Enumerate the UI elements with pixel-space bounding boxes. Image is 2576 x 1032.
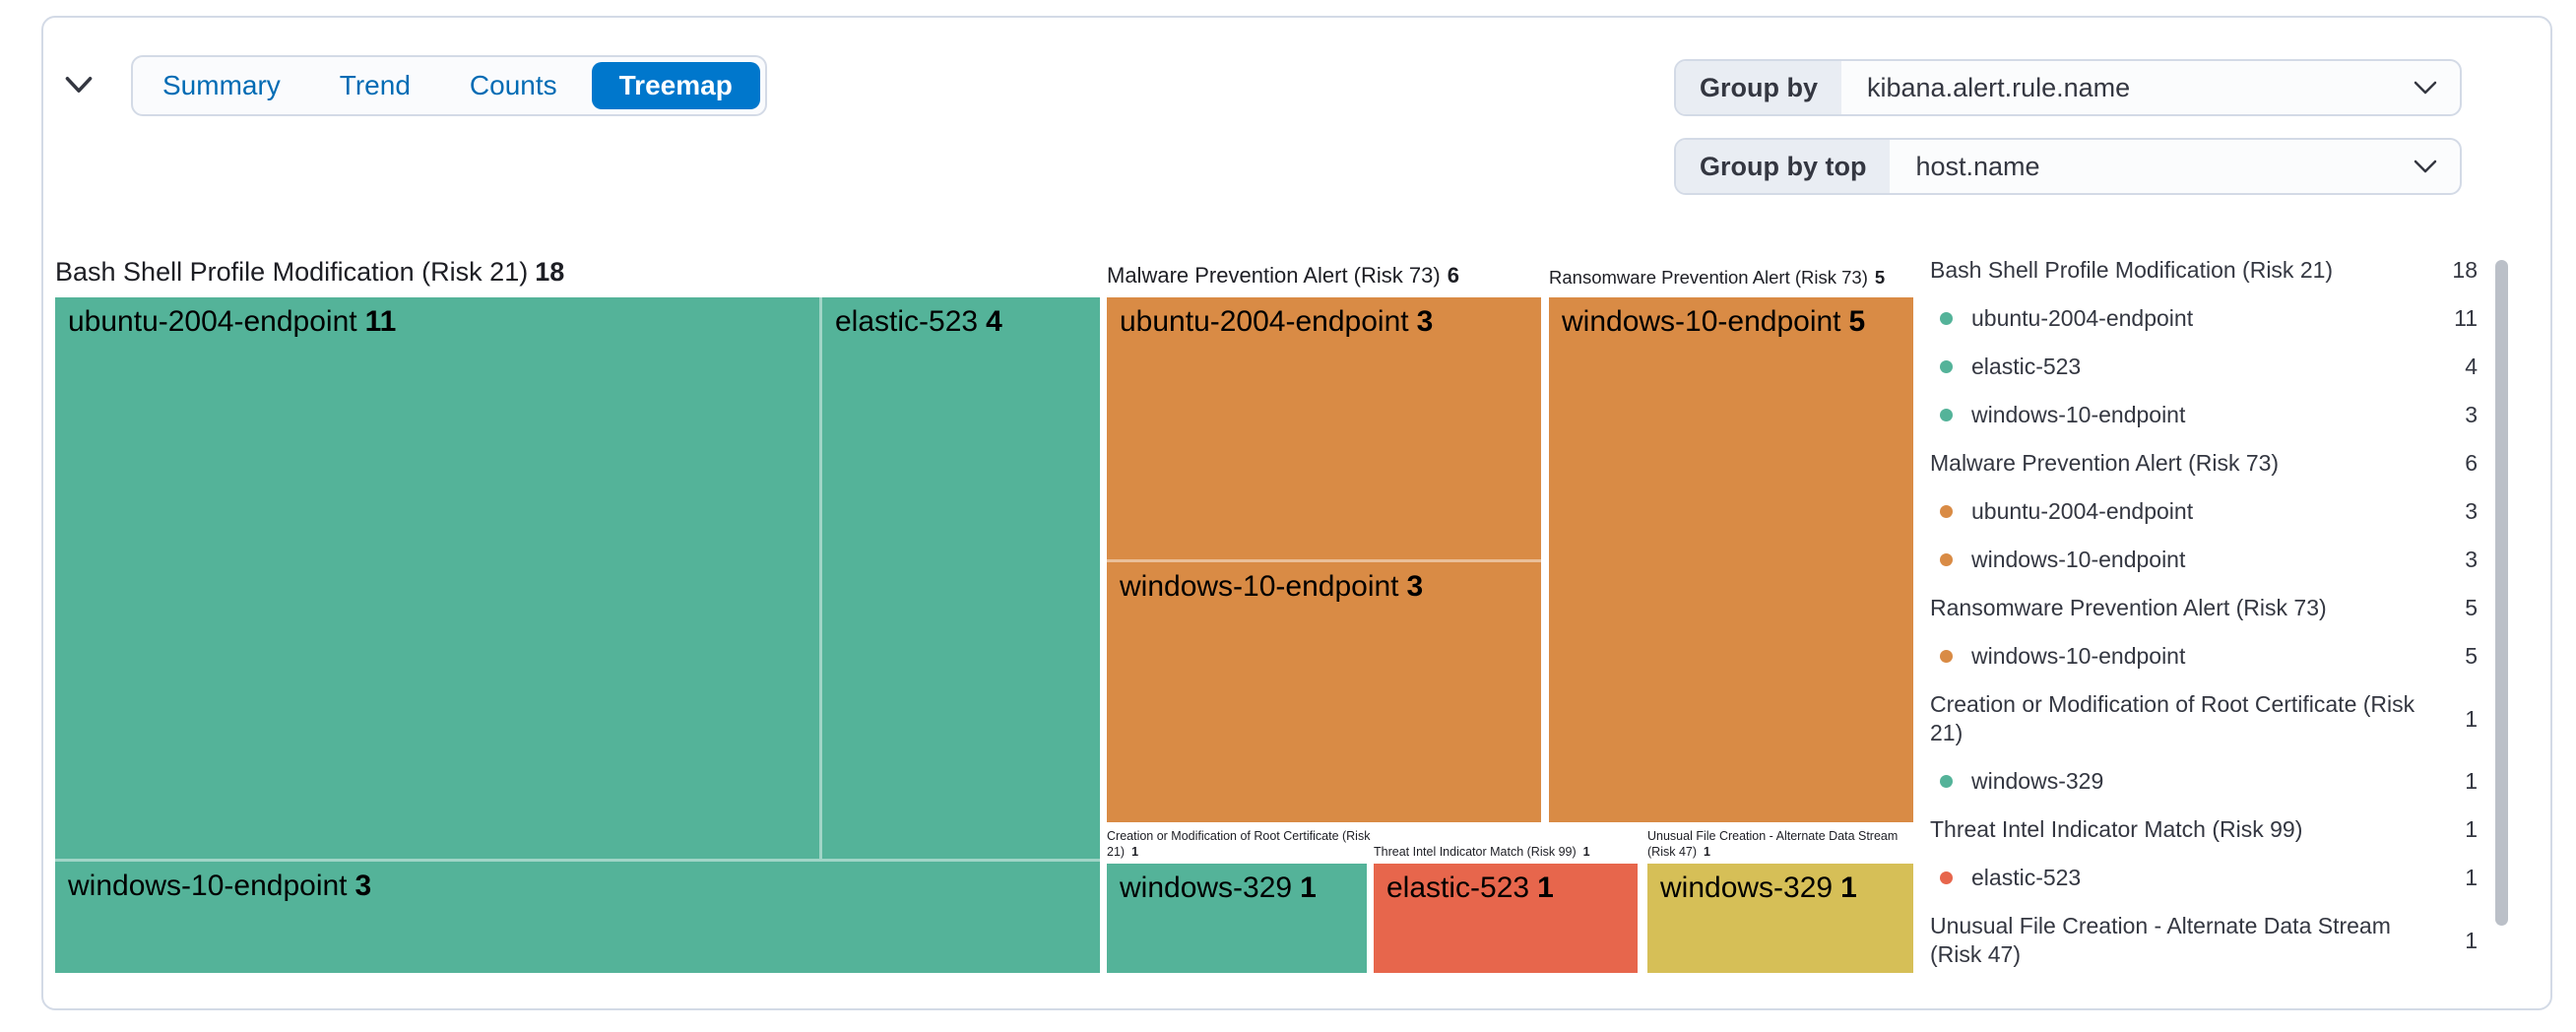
legend-count: 18 [2452,257,2478,283]
legend-host-row[interactable]: windows-10-endpoint 5 [1930,632,2483,680]
treemap-section-title: Threat Intel Indicator Match (Risk 99) 1 [1374,845,1590,859]
chevron-down-icon [65,77,93,93]
view-tab-group: Summary Trend Counts Treemap [131,55,767,116]
legend-rule-row[interactable]: Unusual File Creation - Alternate Data S… [1930,902,2483,979]
legend-color-dot [1940,775,1953,788]
legend-label: Threat Intel Indicator Match (Risk 99) [1930,816,2303,842]
legend-count: 5 [2465,643,2478,669]
legend-host-row[interactable]: windows-329 1 [1930,757,2483,806]
legend-color-dot [1940,650,1953,663]
legend-color-dot [1940,312,1953,325]
legend-label: Bash Shell Profile Modification (Risk 21… [1930,257,2334,283]
treemap-section: windows-329 1 [1647,864,1913,973]
treemap-block[interactable]: ubuntu-2004-endpoint 11 [55,297,819,859]
treemap-section-title: Ransomware Prevention Alert (Risk 73) 5 [1549,267,1886,288]
treemap-section-title: Malware Prevention Alert (Risk 73) 6 [1107,263,1459,288]
treemap-block[interactable]: windows-329 1 [1647,864,1913,973]
legend-color-dot [1940,553,1953,566]
tab-trend[interactable]: Trend [339,70,411,100]
tab-summary[interactable]: Summary [162,70,281,100]
treemap-block[interactable]: ubuntu-2004-endpoint 3 [1107,297,1541,559]
treemap-section: windows-329 1 [1107,864,1367,973]
legend-label: Malware Prevention Alert (Risk 73) [1930,450,2280,476]
legend-count: 1 [2465,865,2478,890]
legend-count: 3 [2465,547,2478,572]
legend-count: 1 [2465,816,2478,842]
legend-count: 1 [2465,768,2478,794]
legend-count: 5 [2465,595,2478,620]
treemap-legend: Bash Shell Profile Modification (Risk 21… [1930,246,2483,979]
legend-count: 11 [2454,305,2478,331]
tab-counts[interactable]: Counts [469,70,557,100]
treemap-block[interactable]: windows-10-endpoint 3 [55,862,1100,973]
legend-label: Creation or Modification of Root Certifi… [1930,691,2415,745]
collapse-toggle-button[interactable] [57,63,100,106]
legend-host-row[interactable]: ubuntu-2004-endpoint 11 [1930,294,2483,343]
treemap-section-title: Unusual File Creation - Alternate Data S… [1647,829,1899,859]
chevron-down-icon [2413,159,2438,174]
legend-label: elastic-523 [1971,865,2082,890]
legend-rule-row[interactable]: Creation or Modification of Root Certifi… [1930,680,2483,757]
legend-count: 4 [2465,354,2478,379]
legend-color-dot [1940,360,1953,373]
legend-host-row[interactable]: windows-10-endpoint 3 [1930,536,2483,584]
legend-count: 1 [2465,705,2478,732]
legend-host-row[interactable]: ubuntu-2004-endpoint 3 [1930,487,2483,536]
treemap-section: ubuntu-2004-endpoint 3 windows-10-endpoint… [1107,297,1541,822]
legend-count: 3 [2465,402,2478,427]
treemap-block[interactable]: windows-10-endpoint 3 [1107,562,1541,822]
legend-rule-row[interactable]: Malware Prevention Alert (Risk 73) 6 [1930,439,2483,487]
legend-color-dot [1940,409,1953,421]
legend-label: windows-329 [1971,768,2104,794]
legend-label: windows-10-endpoint [1971,547,2186,572]
legend-rule-row[interactable]: Bash Shell Profile Modification (Risk 21… [1930,246,2483,294]
group-by-top-select[interactable]: Group by top host.name [1674,138,2462,195]
legend-label: windows-10-endpoint [1971,643,2186,669]
legend-host-row[interactable]: elastic-523 4 [1930,343,2483,391]
legend-label: windows-10-endpoint [1971,402,2186,427]
legend-scrollbar[interactable] [2495,260,2508,926]
legend-count: 1 [2465,927,2478,953]
treemap-section: windows-10-endpoint 5 [1549,297,1913,822]
legend-host-row[interactable]: elastic-523 1 [1930,854,2483,902]
treemap-block[interactable]: windows-10-endpoint 5 [1549,297,1913,822]
tab-treemap[interactable]: Treemap [591,62,760,109]
legend-rule-row[interactable]: Ransomware Prevention Alert (Risk 73) 5 [1930,584,2483,632]
legend-label: Unusual File Creation - Alternate Data S… [1930,913,2391,967]
treemap-block[interactable]: elastic-523 1 [1374,864,1638,973]
legend-count: 6 [2465,450,2478,476]
group-by-select[interactable]: Group by kibana.alert.rule.name [1674,59,2462,116]
legend-label: ubuntu-2004-endpoint [1971,498,2194,524]
group-by-top-value: host.name [1915,151,2040,181]
group-by-top-label: Group by top [1676,140,1891,193]
treemap-section-title: Creation or Modification of Root Certifi… [1107,829,1371,859]
legend-host-row[interactable]: windows-10-endpoint 3 [1930,391,2483,439]
legend-color-dot [1940,505,1953,518]
treemap-section: ubuntu-2004-endpoint 11 elastic-523 4 window… [55,297,1100,973]
legend-count: 3 [2465,498,2478,524]
treemap-block[interactable]: elastic-523 4 [822,297,1100,859]
treemap-section: elastic-523 1 [1374,864,1638,973]
group-by-value: kibana.alert.rule.name [1867,72,2131,102]
treemap-section-title: Bash Shell Profile Modification (Risk 21… [55,257,565,287]
chevron-down-icon [2413,80,2438,96]
legend-rule-row[interactable]: Threat Intel Indicator Match (Risk 99) 1 [1930,806,2483,854]
group-by-label: Group by [1676,61,1841,114]
legend-label: Ransomware Prevention Alert (Risk 73) [1930,595,2327,620]
legend-label: elastic-523 [1971,354,2082,379]
legend-label: ubuntu-2004-endpoint [1971,305,2194,331]
treemap-block[interactable]: windows-329 1 [1107,864,1367,973]
legend-color-dot [1940,871,1953,884]
